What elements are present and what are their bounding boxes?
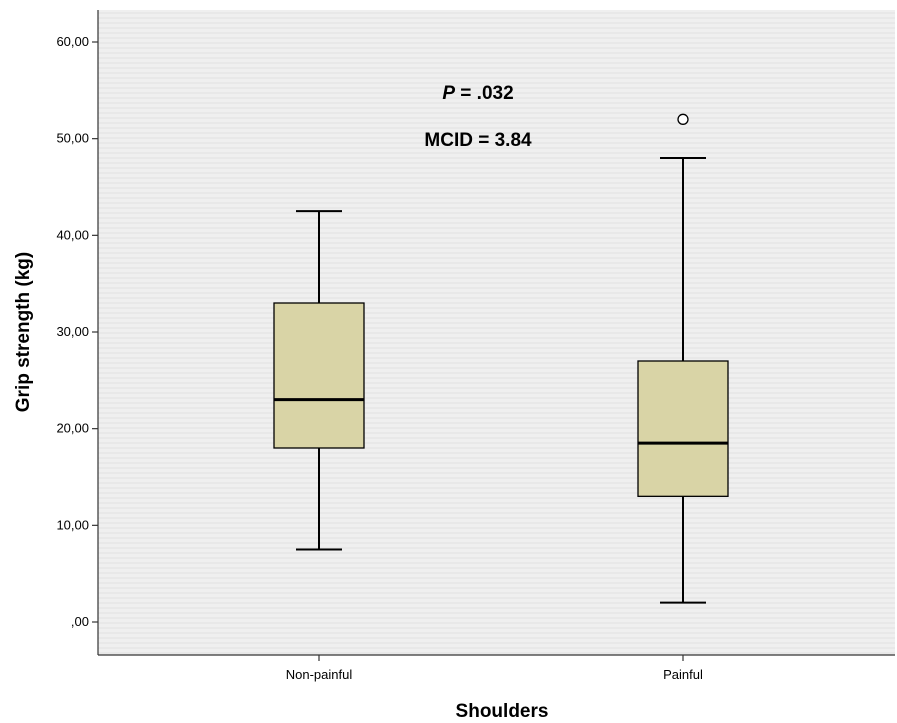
y-tick-label: 10,00 bbox=[56, 517, 89, 532]
box-group bbox=[273, 210, 365, 551]
y-tick-label: 40,00 bbox=[56, 227, 89, 242]
x-tick-label: Painful bbox=[663, 667, 703, 682]
y-tick-label: 60,00 bbox=[56, 34, 89, 49]
y-axis: ,00 10,00 20,00 30,00 40,00 50,00 60,00 bbox=[56, 10, 99, 655]
y-tick-label: ,00 bbox=[71, 614, 89, 629]
y-axis-title: Grip strength (kg) bbox=[13, 252, 34, 412]
p-symbol: P bbox=[442, 83, 455, 104]
mcid-annotation: MCID = 3.84 bbox=[424, 130, 532, 151]
y-tick-label: 20,00 bbox=[56, 421, 89, 436]
p-value: = .032 bbox=[455, 83, 514, 104]
x-tick-label: Non-painful bbox=[286, 667, 353, 682]
box-iqr bbox=[637, 360, 729, 497]
outlier-point bbox=[677, 113, 689, 125]
y-tick-label: 50,00 bbox=[56, 131, 89, 146]
y-tick-label: 30,00 bbox=[56, 324, 89, 339]
x-axis-title: Shoulders bbox=[456, 701, 549, 722]
x-axis: Non-painful Painful bbox=[98, 654, 895, 682]
gridlines bbox=[98, 12, 895, 654]
boxes bbox=[273, 113, 729, 604]
box-group bbox=[637, 113, 729, 604]
p-value-annotation: P = .032 bbox=[442, 83, 513, 104]
box-iqr bbox=[273, 302, 365, 449]
